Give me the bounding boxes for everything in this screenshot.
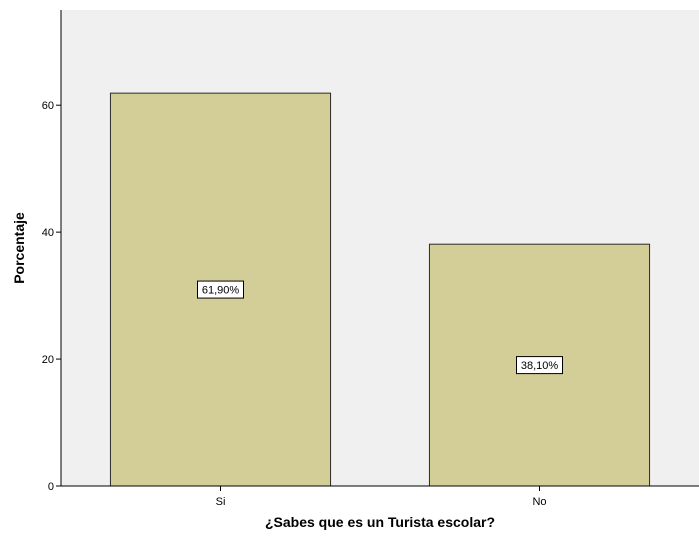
data-label-no: 38,10% (521, 360, 559, 372)
y-tick-label: 60 (42, 100, 54, 112)
x-axis-title: ¿Sabes que es un Turista escolar? (265, 514, 495, 530)
data-label-box-si (197, 280, 244, 299)
x-tick-label: Si (216, 496, 226, 508)
y-tick-label: 40 (42, 227, 54, 239)
y-axis-title: Porcentaje (11, 212, 27, 284)
data-labels-group: 61,90% 38,10% (197, 280, 563, 375)
y-tick-label: 0 (48, 481, 54, 493)
y-tick-label: 20 (42, 354, 54, 366)
x-tick-label: No (532, 496, 546, 508)
data-label-si: 61,90% (202, 285, 240, 297)
y-ticks-group: 0 20 40 60 (42, 100, 61, 493)
data-label-box-no (516, 356, 563, 375)
x-ticks-group: Si No (216, 486, 547, 508)
